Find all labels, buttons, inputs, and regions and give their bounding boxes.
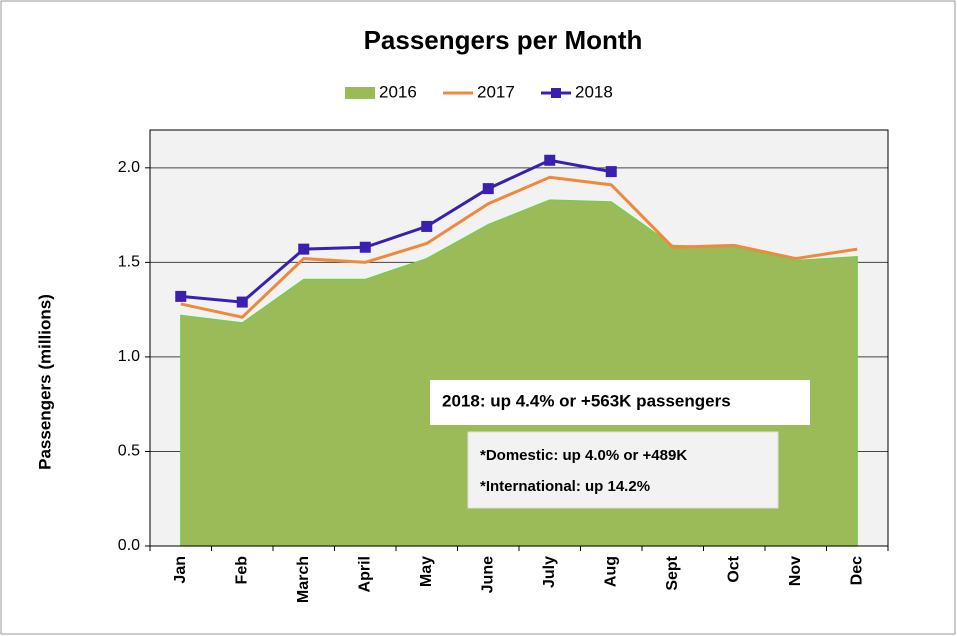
legend-swatch [345,87,375,99]
annotation-box [467,431,779,509]
x-tick-label: April [356,556,373,592]
x-tick-label: March [295,556,312,603]
y-tick-label: 0.5 [118,443,140,460]
legend-label: 2018 [575,82,613,101]
line [180,175,858,319]
annotation: *International: up 14.2% [480,478,650,495]
y-tick-label: 0.0 [118,537,140,554]
y-tick-label: 1.0 [118,348,140,365]
marker [482,183,494,195]
marker [605,166,617,178]
y-tick-label: 1.5 [118,254,140,271]
legend-marker [551,88,561,98]
x-tick-label: Dec [848,556,865,585]
x-tick-label: Oct [725,555,742,582]
legend-label: 2017 [477,82,515,101]
y-axis-label: Passengers (millions) [35,294,54,470]
annotation: *Domestic: up 4.0% or +489K [480,447,687,464]
annotation-box [430,380,810,425]
x-tick-label: July [541,556,558,588]
x-tick-label: May [418,556,435,587]
x-tick-label: Feb [233,556,250,585]
marker [175,290,187,302]
marker [236,296,248,308]
x-tick-label: Sept [664,555,681,590]
x-tick-label: Aug [602,556,619,587]
line [180,158,612,304]
legend-label: 2016 [379,82,417,101]
y-tick-label: 2.0 [118,159,140,176]
x-tick-label: June [479,556,496,593]
chart-title: Passengers per Month [364,25,643,55]
marker [544,154,556,166]
marker [421,220,433,232]
x-tick-label: Nov [787,556,804,586]
x-tick-label: Jan [172,556,189,584]
marker [359,241,371,253]
annotation: 2018: up 4.4% or +563K passengers [442,391,731,410]
marker [298,243,310,255]
